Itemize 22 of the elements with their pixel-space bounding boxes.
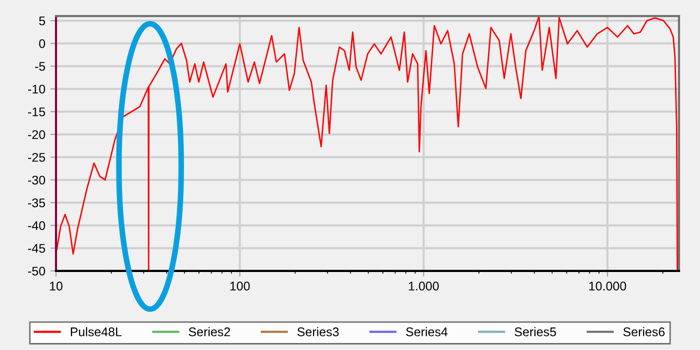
y-tick-label: -15 [28, 108, 46, 116]
y-tick-label: 5 [39, 16, 46, 26]
y-tick-label: -50 [28, 266, 46, 276]
x-tick-label: 1.000 [408, 282, 439, 290]
legend-label: Series6 [623, 327, 665, 336]
x-tick-label: 10 [50, 282, 62, 290]
y-tick-label: -25 [28, 152, 46, 162]
x-tick-label: 10.000 [589, 282, 626, 290]
y-tick-label: -5 [35, 62, 46, 71]
y-tick-label: -35 [28, 198, 46, 208]
legend-label: Pulse48L [70, 327, 122, 336]
y-tick-label: 0 [39, 39, 46, 48]
y-tick-label: -10 [28, 84, 46, 94]
y-tick-label: -20 [28, 130, 46, 140]
legend-label: Series4 [406, 327, 448, 336]
legend-label: Series3 [297, 327, 339, 336]
y-tick-label: -30 [28, 176, 46, 185]
y-tick-label: -40 [28, 221, 46, 230]
legend-label: Series2 [188, 327, 230, 336]
legend-label: Series5 [514, 327, 556, 336]
x-tick-label: 100 [230, 282, 250, 290]
y-tick-label: -45 [28, 244, 46, 253]
